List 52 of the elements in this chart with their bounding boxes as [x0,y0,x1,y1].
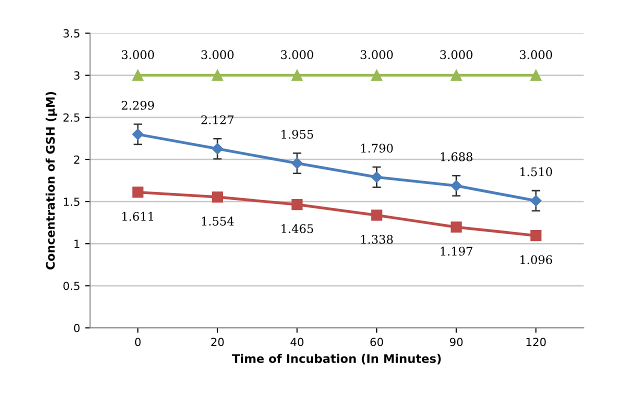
point [292,198,303,210]
y-tick-label: 3 [74,71,80,80]
data-label: 2.299 [122,100,154,110]
data-label: 1.096 [520,255,552,264]
y-tick-label: 3.5 [64,29,80,38]
point [292,70,303,81]
point [212,143,224,154]
point [450,222,462,233]
data-label: 1.510 [520,167,552,176]
point [530,230,542,242]
point [530,195,542,206]
point [450,70,462,81]
point [132,70,144,81]
point [371,210,382,221]
data-label: 1.611 [122,212,154,221]
y-tick-label: 0.5 [63,282,80,290]
data-label: 1.465 [282,224,314,234]
x-tick-label: 0 [135,338,141,346]
data-label: 3.000 [122,50,154,60]
y-tick-label: 2.5 [64,113,80,122]
data-label: 3.000 [281,50,314,60]
point [371,70,382,81]
data-label: 3.000 [520,50,552,60]
x-axis-title: Time of Incubation (In Minutes) [232,354,441,364]
x-tick-label: 90 [450,338,463,346]
point [132,128,144,140]
x-tick-label: 40 [290,338,304,346]
point [212,70,224,81]
x-tick-label: 20 [211,338,224,346]
data-label: 2.127 [201,115,234,124]
data-label: 3.000 [440,50,472,60]
data-label: 1.338 [361,234,393,244]
x-tick-label: 60 [370,338,384,346]
data-label: 3.000 [201,50,234,60]
point [530,70,542,81]
x-tick-label: 120 [526,338,546,346]
point [132,186,144,198]
y-tick-label: 1.5 [64,198,80,206]
data-label: 1.554 [202,216,234,226]
data-label: 1.197 [440,246,472,256]
point [371,172,382,183]
point [212,191,224,203]
data-label: 1.688 [440,152,472,162]
data-label: 1.955 [282,130,314,139]
y-tick-label: 1 [74,240,80,248]
y-axis-title: Concentration of GSH (µM) [46,92,58,270]
point [450,180,462,192]
data-label: 1.790 [361,144,393,153]
data-label: 3.000 [360,50,393,60]
y-tick-label: 0 [74,324,80,332]
y-tick-label: 2 [74,155,80,164]
point [291,158,303,169]
